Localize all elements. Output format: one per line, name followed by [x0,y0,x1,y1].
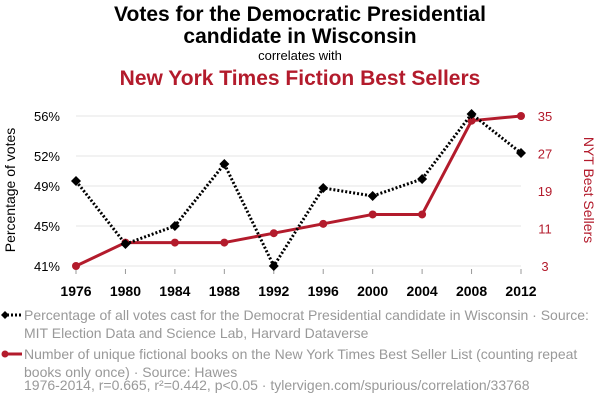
chart-title-line2: candidate in Wisconsin [183,25,417,48]
series-democrat-votes [71,109,526,271]
x-tick-label: 1988 [209,283,240,299]
footer-stats: 1976-2014, r=0.665, r²=0.442, p<0.05 · t… [24,377,530,393]
data-point-votes [71,176,81,186]
x-tick-label: 2012 [505,283,536,299]
data-point-nyt [269,229,278,238]
y-left-tick-label: 49% [34,179,60,194]
x-tick-label: 2008 [456,283,487,299]
data-point-nyt [170,238,179,247]
series-line-votes [74,111,522,270]
x-tick-label: 2004 [407,283,438,299]
x-tick-label: 1996 [308,283,339,299]
y-right-tick-label: 19 [538,184,552,199]
series-nyt-best-sellers [72,112,525,270]
y-left-tick-label: 45% [34,219,60,234]
y-right-tick-label: 27 [538,147,552,162]
data-point-nyt [72,262,80,270]
legend-swatch-series1 [1,311,21,319]
data-point-votes [516,148,526,158]
data-point-nyt [220,238,229,247]
y-axis-left-label: Percentage of votes [2,128,18,253]
x-tick-label: 2000 [357,283,388,299]
data-point-nyt [418,210,427,219]
y-axis-right-ticks: 3 11 19 27 35 [538,109,552,274]
y-right-tick-label: 35 [538,109,552,124]
data-point-votes [318,183,329,193]
x-axis-ticks: 1976 1980 1984 1988 1992 1996 2000 2004 2008 2012 [60,269,537,299]
data-point-nyt [368,210,377,219]
x-tick-label: 1980 [110,283,141,299]
line-chart: Percentage of votes NYT Best Sellers 41%… [2,109,597,299]
y-right-tick-label: 3 [541,259,548,274]
data-point-votes [268,261,279,271]
y-left-tick-label: 56% [34,109,60,124]
legend-swatch-series2 [1,350,22,358]
legend-label-series2: Number of unique fictional books on the … [24,346,578,380]
series-line-nyt [75,114,522,268]
chart-connector: correlates with [258,48,342,63]
grid-lines [76,115,521,267]
data-point-votes [219,159,230,169]
data-point-votes [417,174,428,184]
legend-label-series1: Percentage of all votes cast for the Dem… [24,307,589,341]
data-point-votes [367,191,378,201]
x-tick-label: 1992 [258,283,289,299]
y-axis-left-ticks: 41% 45% 49% 52% 56% [34,109,60,274]
y-left-tick-label: 52% [34,149,60,164]
data-point-nyt [517,112,525,120]
x-tick-label: 1976 [60,283,91,299]
chart-title-line1: Votes for the Democratic Presidential [114,3,486,26]
data-point-votes [466,109,477,119]
data-point-votes [169,221,180,231]
y-right-tick-label: 11 [538,222,552,237]
y-axis-right-label: NYT Best Sellers [581,137,597,243]
x-tick-label: 1984 [159,283,190,299]
chart-title-series2: New York Times Fiction Best Sellers [119,67,481,90]
data-point-votes [120,239,131,249]
data-point-nyt [319,219,328,228]
y-left-tick-label: 41% [34,259,60,274]
